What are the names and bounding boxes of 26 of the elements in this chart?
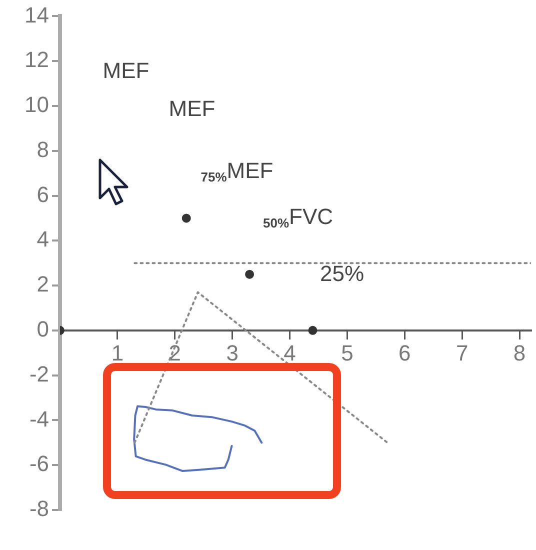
y-tick-label: 6 bbox=[36, 182, 49, 207]
y-tick-label: 8 bbox=[36, 136, 49, 162]
x-tick-label: 5 bbox=[341, 340, 354, 366]
x-tick-label: 6 bbox=[398, 340, 411, 366]
y-tick-label: 4 bbox=[36, 226, 49, 252]
x-tick-label: 8 bbox=[513, 340, 526, 366]
point bbox=[245, 270, 254, 279]
point bbox=[182, 214, 191, 223]
x-tick-label: 7 bbox=[456, 340, 468, 366]
x-tick-label: 1 bbox=[111, 340, 124, 366]
y-tick-label: -8 bbox=[29, 496, 49, 522]
annotation: MEF bbox=[102, 58, 150, 84]
point bbox=[308, 326, 318, 335]
annotation: 25% bbox=[320, 261, 364, 286]
y-tick-label: 10 bbox=[24, 92, 49, 118]
y-tick-label: -4 bbox=[29, 406, 49, 432]
x-tick-label: 4 bbox=[284, 340, 296, 366]
x-tick-label: 2 bbox=[168, 340, 182, 366]
annotation: MEF bbox=[168, 96, 216, 122]
x-tick-label: 3 bbox=[226, 340, 238, 366]
y-tick-label: 2 bbox=[36, 272, 49, 297]
y-tick-label: 0 bbox=[36, 316, 49, 342]
y-tick-label: 14 bbox=[24, 2, 49, 28]
y-tick-label: -2 bbox=[29, 361, 49, 386]
y-tick-label: 12 bbox=[24, 47, 49, 72]
y-tick-label: -6 bbox=[29, 451, 49, 476]
